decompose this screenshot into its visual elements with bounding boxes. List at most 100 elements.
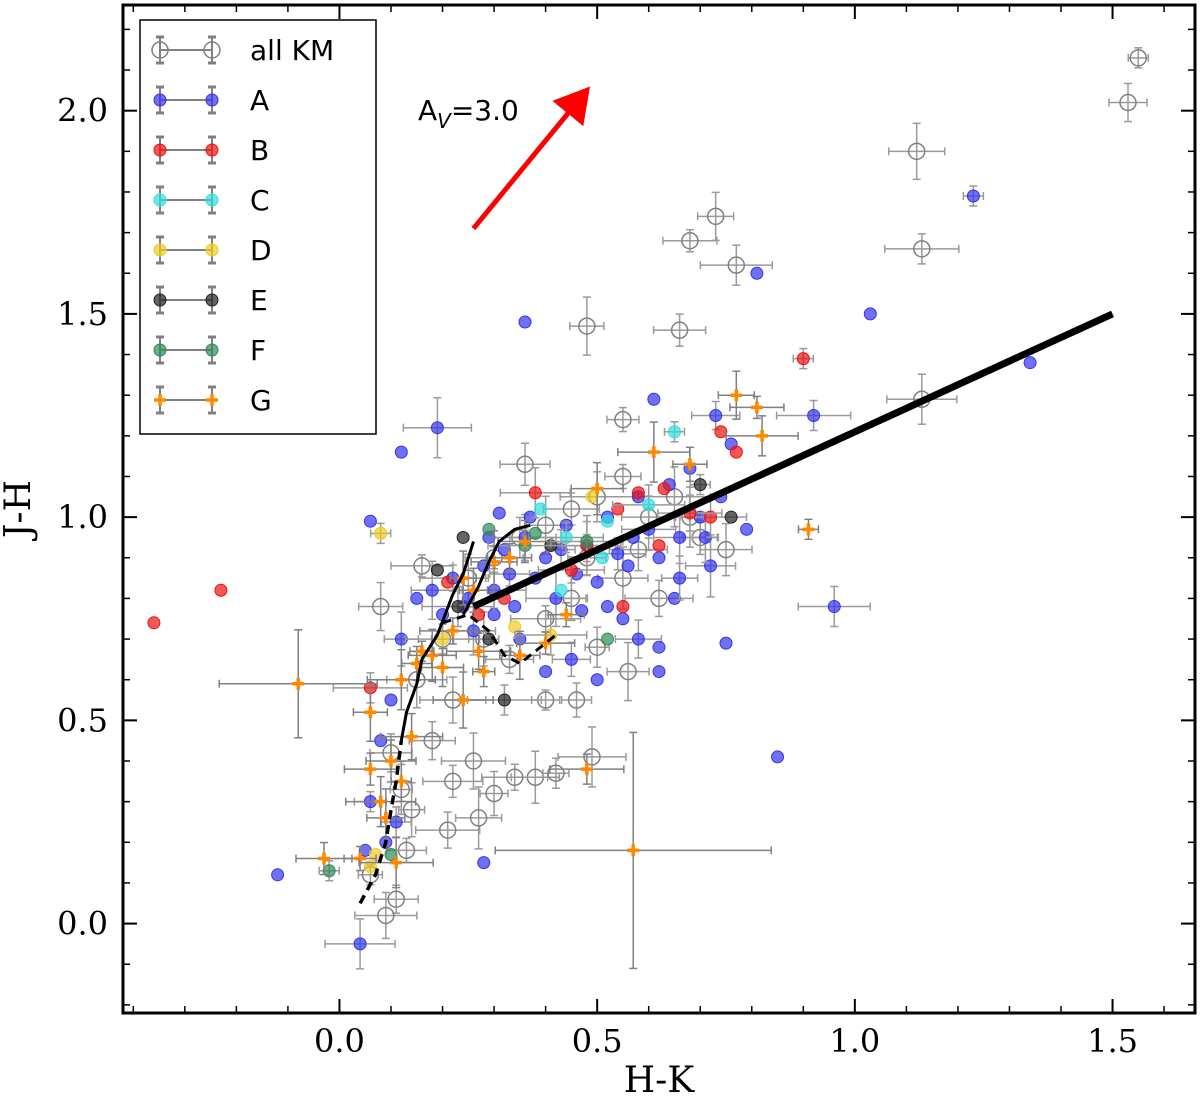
series-a-point xyxy=(740,522,754,536)
legend-entry-c: C xyxy=(153,184,270,217)
series-all-km-point xyxy=(1129,49,1148,67)
series-g xyxy=(218,370,820,970)
extinction-vector: AV=3.0 xyxy=(418,86,591,231)
legend-marker-f xyxy=(153,343,167,357)
series-a-point xyxy=(616,612,630,626)
series-c-point xyxy=(667,425,681,439)
series-all-km-point xyxy=(536,516,555,535)
series-all-km-point xyxy=(371,597,390,616)
series-g-point xyxy=(292,677,305,690)
series-all-km-point xyxy=(444,772,462,791)
legend-entry-all-km: all KM xyxy=(151,34,334,67)
legend-entry-d: D xyxy=(153,234,272,267)
series-d-point xyxy=(363,860,377,874)
series-f-point xyxy=(600,632,614,646)
legend-entry-b: B xyxy=(153,134,269,167)
series-g-point xyxy=(446,624,459,637)
series-a-point xyxy=(807,409,821,423)
series-all-km-point xyxy=(907,142,926,161)
dwarf-locus-dashed xyxy=(358,740,404,905)
plot-area xyxy=(147,47,1150,970)
series-g-point xyxy=(364,706,377,719)
series-a-point xyxy=(827,600,841,614)
series-a-point xyxy=(497,543,511,557)
series-f-point xyxy=(384,847,398,861)
series-all-km-point xyxy=(547,764,565,782)
series-a-point xyxy=(652,551,666,565)
series-c-point xyxy=(554,583,568,597)
series-b-point xyxy=(714,425,728,439)
series-all-km-point xyxy=(588,638,606,656)
series-a-point xyxy=(673,571,687,585)
series-e-point xyxy=(724,510,738,524)
legend-label-all-km: all KM xyxy=(250,34,334,67)
series-g-point xyxy=(477,665,490,678)
series-f-point xyxy=(322,864,336,878)
series-g-point xyxy=(756,429,769,442)
series-all-km-point xyxy=(413,557,431,575)
series-c-point xyxy=(533,502,547,516)
series-b-point xyxy=(611,502,625,516)
series-a-point xyxy=(590,673,604,687)
series-b-point xyxy=(528,486,542,500)
series-all-km-point xyxy=(387,890,405,908)
series-g-point xyxy=(560,608,573,621)
series-all-km-point xyxy=(727,256,746,274)
y-tick-label: 1.5 xyxy=(57,295,108,333)
series-all-km-point xyxy=(516,455,534,474)
x-tick-label: 0.0 xyxy=(314,1022,365,1060)
legend-marker-a xyxy=(205,93,219,107)
series-f-point xyxy=(528,526,542,540)
series-b-point xyxy=(657,482,671,496)
x-tick-label: 1.0 xyxy=(829,1022,880,1060)
legend-marker-f xyxy=(205,343,219,357)
series-d-point xyxy=(585,490,599,504)
legend-marker-g xyxy=(154,394,166,406)
series-g-point xyxy=(405,730,418,743)
series-g-point xyxy=(385,755,397,767)
series-a-point xyxy=(430,421,444,435)
m-dwarf-dashed xyxy=(442,613,557,665)
series-e-point xyxy=(693,478,707,492)
y-tick-label: 1.0 xyxy=(57,498,108,536)
legend-marker-d xyxy=(205,243,219,257)
series-g-point xyxy=(457,694,470,707)
series-a-point xyxy=(363,514,377,528)
series-all-km-point xyxy=(650,589,668,608)
series-a-point xyxy=(394,445,408,459)
series-a-point xyxy=(508,600,522,614)
series-g-point xyxy=(591,482,604,495)
legend-box xyxy=(139,19,377,435)
plot-frame xyxy=(121,3,1197,1015)
series-a-point xyxy=(652,665,666,679)
series-all-km-point xyxy=(717,540,735,559)
x-tick-label: 1.5 xyxy=(1087,1022,1138,1060)
series-a-point xyxy=(271,868,285,882)
series-all-km-point xyxy=(578,317,596,335)
series-all-km-point xyxy=(464,752,483,770)
series-g-point xyxy=(580,763,593,776)
legend-marker-b xyxy=(205,143,219,157)
series-a-point xyxy=(719,636,733,650)
series-g-point xyxy=(364,763,377,776)
series-g-point xyxy=(802,523,815,536)
y-tick-label: 0.5 xyxy=(57,701,108,739)
series-g-point xyxy=(436,661,449,674)
legend-marker-b xyxy=(153,143,167,157)
series-c xyxy=(528,421,686,597)
giant-locus-solid xyxy=(461,523,531,616)
legend-label-c: C xyxy=(250,184,270,217)
legend-marker-c xyxy=(153,193,167,207)
series-c-point xyxy=(595,551,609,565)
series-a-point xyxy=(1023,356,1037,370)
series-g-point xyxy=(627,844,640,857)
series-all-km-point xyxy=(377,906,395,925)
dwarf-locus-solid xyxy=(399,541,475,741)
series-a-point xyxy=(750,266,764,280)
series-g-point xyxy=(519,535,531,548)
legend-marker-g xyxy=(206,394,218,406)
series-a-point xyxy=(539,551,553,565)
series-e-point xyxy=(497,693,511,707)
series-g-point xyxy=(539,637,552,650)
series-g-point xyxy=(730,389,743,402)
